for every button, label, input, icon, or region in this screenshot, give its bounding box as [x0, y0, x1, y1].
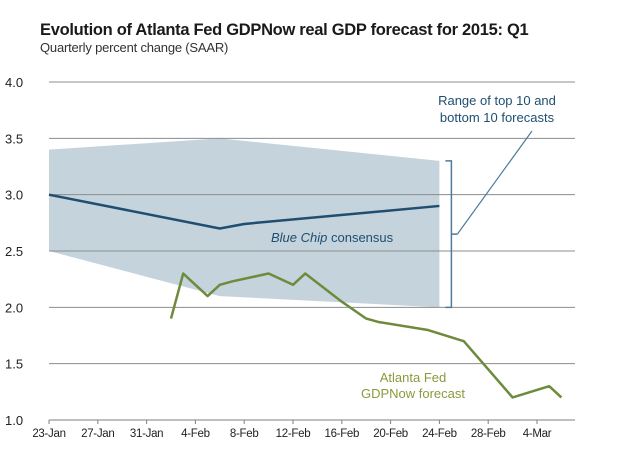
- range-bracket: [445, 160, 458, 309]
- chart-subtitle: Quarterly percent change (SAAR): [40, 40, 229, 55]
- annotations: Blue Chip consensus Atlanta Fed GDPNow f…: [271, 93, 556, 401]
- atlanta-fed-gdpnow-forecast-line: [169, 272, 563, 399]
- x-tick-label: 12-Feb: [276, 428, 311, 440]
- blue-chip-label-rest: consensus: [327, 230, 393, 245]
- x-tick-label: 28-Feb: [471, 428, 506, 440]
- y-axis-labels: 1.0 1.5 2.0 2.5 3.0 3.5 4.0: [5, 75, 23, 428]
- y-tick-label: 3.0: [5, 188, 23, 203]
- gdpnow-label-line1: Atlanta Fed: [380, 370, 447, 385]
- y-tick-label: 2.0: [5, 300, 23, 315]
- x-tick-label: 4-Feb: [181, 428, 210, 440]
- x-tick-label: 31-Jan: [130, 428, 163, 440]
- y-tick-label: 4.0: [5, 75, 23, 90]
- x-tick-label: 4-Mar: [523, 428, 552, 440]
- y-tick-label: 1.0: [5, 413, 23, 428]
- x-axis-labels: 23-Jan 27-Jan 31-Jan 4-Feb 8-Feb 12-Feb 16-Feb…: [32, 428, 552, 440]
- y-tick-label: 2.5: [5, 244, 23, 259]
- range-label-line1: Range of top 10 and: [438, 93, 556, 108]
- x-tick-label: 20-Feb: [373, 428, 408, 440]
- gdpnow-label-line2: GDPNow forecast: [361, 386, 465, 401]
- chart-title: Evolution of Atlanta Fed GDPNow real GDP…: [40, 21, 529, 39]
- x-tick-label: 23-Jan: [32, 428, 65, 440]
- blue-chip-label-italic: Blue Chip: [271, 230, 327, 245]
- x-tick-label: 16-Feb: [324, 428, 359, 440]
- blue-chip-consensus-line: [48, 193, 440, 230]
- x-tick-label: 24-Feb: [422, 428, 457, 440]
- x-tick-label: 8-Feb: [230, 428, 259, 440]
- x-tick-label: 27-Jan: [81, 428, 114, 440]
- y-tick-label: 1.5: [5, 357, 23, 372]
- y-tick-label: 3.5: [5, 131, 23, 146]
- x-axis: [48, 419, 575, 424]
- gridlines: [49, 81, 575, 365]
- series-lines: [48, 193, 563, 399]
- range-leader-line: [456, 130, 533, 235]
- blue-chip-label: Blue Chip consensus: [271, 230, 394, 245]
- range-label-line2: bottom 10 forecasts: [440, 110, 555, 125]
